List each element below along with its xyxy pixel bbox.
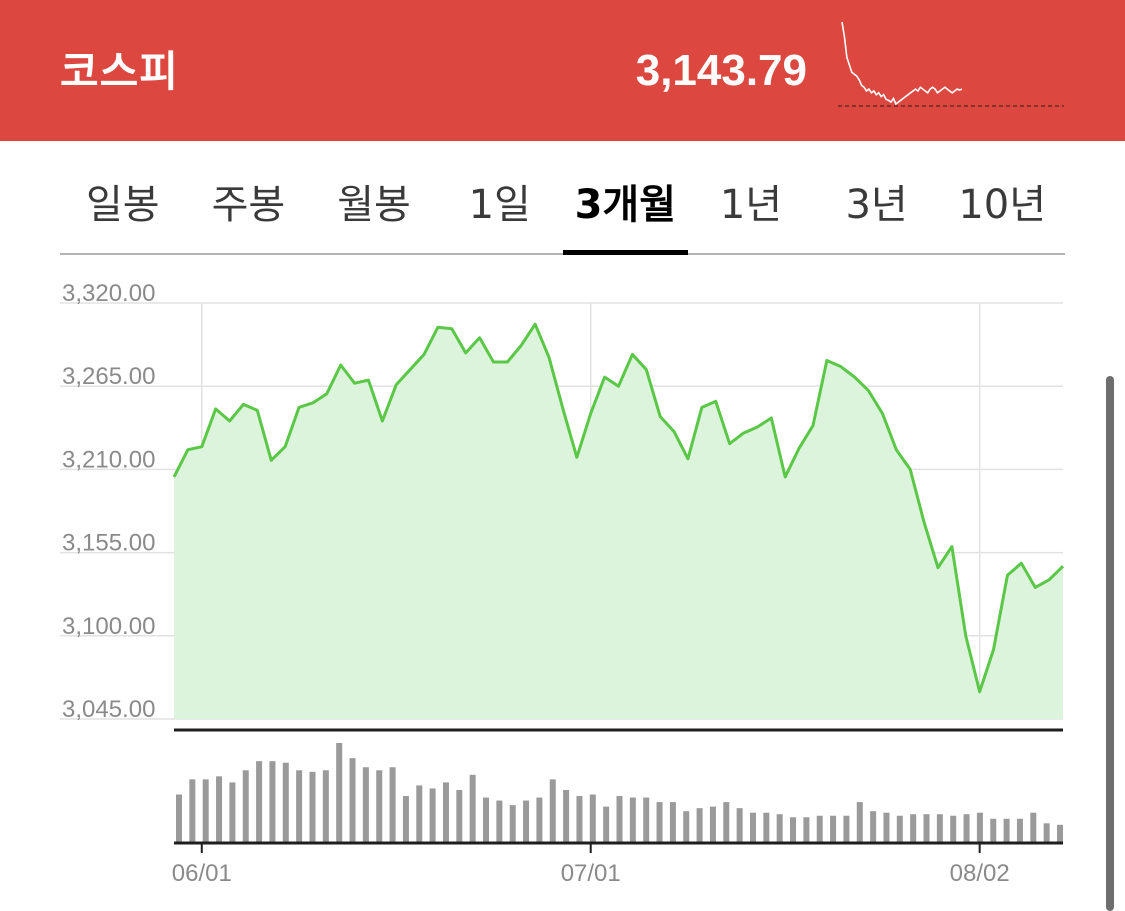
volume-bar [469,774,476,843]
y-tick-label: 3,265.00 [62,363,155,390]
volume-bar [229,782,236,843]
price-line [172,322,1065,694]
tab-3months[interactable]: 3개월 [562,141,689,255]
volume-bar [256,761,263,843]
volume-bar [523,800,530,843]
volume-bar [843,815,850,843]
volume-bar [870,811,877,843]
volume-bar [442,782,449,843]
price-area [174,324,1063,719]
volume-bar [1016,818,1023,843]
volume-bar [896,815,903,843]
volume-bar [830,815,837,843]
tab-1year[interactable]: 1년 [719,182,783,228]
volume-bar [683,811,690,843]
volume-bar [349,758,356,843]
price-chart: 3,320.00 3,265.00 3,210.00 3,155.00 3,100.00… [60,280,1065,887]
volume-bar [589,794,596,843]
volume-bar [242,770,249,843]
tab-daily[interactable]: 일봉 [86,182,160,228]
volume-bar [696,808,703,843]
y-tick-label: 3,210.00 [62,446,155,473]
volume-bar [176,794,182,843]
volume-bar [189,779,196,843]
volume-bar [362,767,369,843]
volume-bar [803,817,810,843]
volume-bar [749,812,756,843]
index-name: 코스피 [60,47,179,96]
period-tabs: 일봉 주봉 월봉 1일 3개월 1년 3년 10년 [60,141,1065,255]
volume-bar [576,796,583,843]
volume-bar [376,770,383,843]
tab-3years[interactable]: 3년 [845,182,908,228]
volume-bar [856,802,863,843]
volume-bar [1057,824,1063,843]
volume-bar [643,797,650,843]
tab-monthly[interactable]: 월봉 [337,182,411,228]
volume-bar [629,797,636,843]
volume-bar [910,814,917,843]
volume-bar [429,788,436,843]
volume-bar [950,815,957,843]
volume-bar [616,796,623,843]
volume-bar [282,762,289,843]
volume-bar [656,802,663,843]
y-tick-label: 3,045.00 [62,696,155,723]
tab-1day[interactable]: 1일 [468,182,531,228]
y-tick-label: 3,320.00 [62,280,155,307]
header: 코스피 3,143.79 [0,0,1125,141]
volume-bar [990,818,997,843]
scrollbar[interactable] [1106,376,1114,911]
volume-bar [976,812,983,843]
volume-bar [509,805,516,843]
x-tick-label: 08/02 [950,860,1010,887]
volume-bar [549,779,556,843]
volume-bar [723,802,730,843]
volume-bar [456,789,463,843]
volume-bar [963,814,970,843]
volume-bar [936,814,943,843]
volume-bar [763,812,770,843]
volume-bar [483,797,490,843]
x-tick-label: 06/01 [172,860,232,887]
volume-bar [496,800,503,843]
volume-bar [709,806,716,843]
y-tick-label: 3,100.00 [62,613,155,640]
volume-bar [309,771,316,843]
volume-bar [1003,818,1010,843]
volume-bar [1030,812,1037,843]
tab-10years[interactable]: 10년 [958,182,1047,228]
x-tick-label: 07/01 [561,860,621,887]
volume-bar [1043,823,1050,843]
volume-bar [923,814,930,843]
volume-bar [216,776,223,843]
volume-bar [336,743,343,843]
volume-bar [603,806,610,843]
tab-weekly[interactable]: 주봉 [211,182,286,228]
volume-bar [402,796,409,843]
volume-bar [536,797,543,843]
volume-bar [416,785,423,843]
volume-bar [790,817,797,843]
sparkline [838,21,1064,107]
y-tick-label: 3,155.00 [62,530,155,557]
volume-bar [202,779,209,843]
sparkline-line [841,21,963,106]
volume-bar [389,767,396,843]
volume-bar [816,815,823,843]
volume-bar [776,814,783,843]
volume-bar [269,761,276,843]
index-value: 3,143.79 [635,46,807,95]
volume-bar [563,789,570,843]
volume-bar [296,770,303,843]
volume-bar [669,802,676,843]
volume-bar [883,812,890,843]
volume-bar [322,770,329,843]
volume-bar [736,808,743,843]
